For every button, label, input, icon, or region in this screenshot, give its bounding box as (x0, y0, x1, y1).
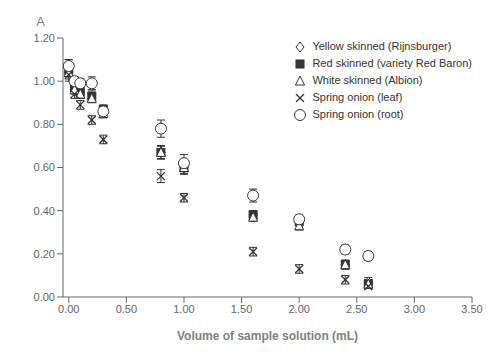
svg-text:1.50: 1.50 (231, 303, 252, 315)
svg-text:A: A (36, 14, 45, 29)
svg-text:2.50: 2.50 (346, 303, 367, 315)
svg-text:0.00: 0.00 (34, 291, 55, 303)
svg-text:3.00: 3.00 (404, 303, 425, 315)
svg-text:0.60: 0.60 (34, 161, 55, 173)
html-text:Red skinned (variety Red Baron: Red skinned (variety Red Baron) (312, 57, 472, 69)
svg-text:0.50: 0.50 (116, 303, 137, 315)
html-text:White skinned (Albion): White skinned (Albion) (312, 74, 423, 86)
svg-text:1.00: 1.00 (34, 75, 55, 87)
svg-text:3.50: 3.50 (461, 303, 482, 315)
svg-text:0.00: 0.00 (58, 303, 79, 315)
svg-text:0.40: 0.40 (34, 205, 55, 217)
svg-text:1.20: 1.20 (34, 32, 55, 44)
html-text:Spring onion (leaf): Spring onion (leaf) (312, 91, 403, 103)
svg-text:0.20: 0.20 (34, 248, 55, 260)
html-text:Spring onion (root): Spring onion (root) (312, 108, 404, 120)
svg-text:1.00: 1.00 (173, 303, 194, 315)
svg-text:2.00: 2.00 (288, 303, 309, 315)
svg-text:0.80: 0.80 (34, 118, 55, 130)
html-text:Yellow skinned (Rijnsburger): Yellow skinned (Rijnsburger) (312, 40, 452, 52)
svg-text:Volume of sample solution (mL): Volume of sample solution (mL) (177, 329, 358, 343)
